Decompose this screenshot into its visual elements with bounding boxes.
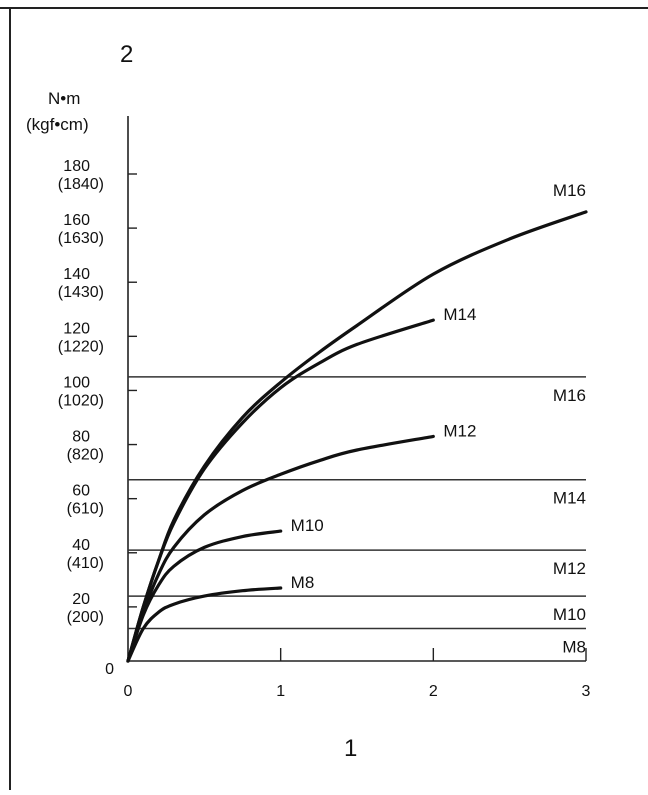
x-tick-label: 0: [124, 683, 133, 700]
y-tick-label: 60: [72, 483, 90, 500]
y-tick-label: 40: [72, 537, 90, 554]
y-tick-label: 0: [105, 661, 114, 678]
series-curve: [126, 529, 283, 663]
y-tick-label: 160: [63, 212, 90, 229]
x-tick-label: 1: [276, 683, 285, 700]
series-label: M14: [443, 305, 476, 324]
y-tick-label: 100: [63, 374, 90, 391]
y-tick-sublabel: (1020): [58, 392, 104, 409]
series-label: M8: [291, 573, 315, 592]
y-tick-sublabel: (1630): [58, 230, 104, 247]
series-curve: [126, 210, 588, 663]
y-tick-sublabel: (410): [67, 555, 104, 572]
threshold-label: M12: [553, 559, 586, 578]
threshold-label: M8: [562, 638, 586, 657]
x-axis-label: 1: [344, 735, 357, 762]
series-curve: [126, 318, 435, 663]
threshold-label: M16: [553, 386, 586, 405]
series-curve: [126, 434, 435, 663]
series-label: M12: [443, 421, 476, 440]
series-curves: M16 M14 M12 M10 M8: [126, 181, 588, 663]
threshold-lines: M16 M14 M12 M10 M8: [128, 376, 586, 657]
y-tick-sublabel: (200): [67, 609, 104, 626]
series-label: M16: [553, 181, 586, 200]
y-tick-sublabel: (1840): [58, 176, 104, 193]
series-curve: [126, 586, 283, 663]
x-tick-label: 3: [582, 683, 591, 700]
y-tick-label: 120: [63, 320, 90, 337]
x-tick-label: 2: [429, 683, 438, 700]
y-tick-sublabel: (1220): [58, 338, 104, 355]
y-axis-unit-primary: N•m: [48, 89, 80, 108]
y-tick-sublabel: (1430): [58, 284, 104, 301]
y-tick-label: 20: [72, 591, 90, 608]
series-label: M10: [291, 516, 324, 535]
threshold-label: M14: [553, 489, 586, 508]
y-tick-label: 80: [72, 429, 90, 446]
y-tick-label: 180: [63, 158, 90, 175]
y-tick-label: 140: [63, 266, 90, 283]
axes: 020(200)40(410)60(610)80(820)100(1020)12…: [58, 116, 591, 700]
figure-label: 2: [120, 41, 133, 68]
y-axis-unit-secondary: (kgf•cm): [26, 115, 89, 134]
y-tick-sublabel: (610): [67, 501, 104, 518]
threshold-label: M10: [553, 605, 586, 624]
y-tick-sublabel: (820): [67, 447, 104, 464]
